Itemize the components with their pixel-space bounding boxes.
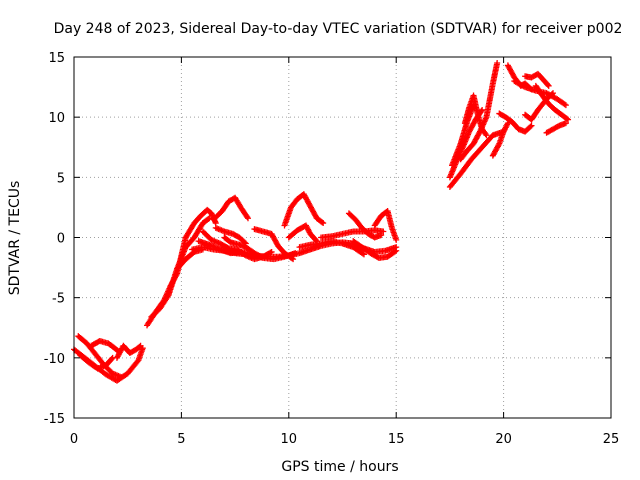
series-track-15: [221, 234, 264, 260]
data-point: [562, 120, 569, 127]
series-track-02: [75, 333, 125, 381]
data-point: [391, 248, 398, 255]
data-point: [288, 255, 295, 262]
data-point: [292, 250, 299, 257]
data-point: [320, 220, 327, 227]
x-tick-label: 10: [281, 432, 298, 447]
data-point: [206, 215, 213, 222]
series-track-09: [182, 206, 219, 241]
y-tick-label: 5: [57, 171, 65, 186]
data-point: [544, 81, 551, 88]
data-point: [565, 116, 572, 123]
data-point: [548, 91, 555, 98]
series-track-07: [148, 246, 206, 320]
data-point: [244, 215, 251, 222]
data-point: [545, 82, 552, 89]
data-point: [205, 216, 212, 223]
series-track-16: [251, 226, 297, 263]
tick-labels: 0 5 10 15 20 25 -15 -10 -5 0 5 10 15: [44, 51, 620, 447]
series-track-36: [543, 120, 569, 136]
data-point: [267, 249, 274, 256]
y-tick-label: -5: [52, 292, 65, 307]
series-track-13: [210, 194, 251, 223]
series-track-30: [496, 110, 535, 135]
data-point: [550, 90, 557, 97]
data-point: [527, 123, 534, 130]
series-track-14: [212, 224, 249, 247]
data-point: [118, 374, 125, 381]
data-points: [71, 60, 572, 384]
series-track-35: [522, 90, 557, 123]
series-track-03: [77, 352, 116, 372]
y-tick-label: -10: [44, 352, 65, 367]
y-tick-label: 10: [48, 111, 65, 126]
series-track-17: [281, 191, 327, 229]
y-axis-title: SDTVAR / TECUs: [7, 181, 23, 296]
data-point: [483, 132, 490, 139]
series-track-29: [489, 120, 511, 159]
data-point: [224, 244, 231, 251]
y-tick-label: 0: [57, 232, 65, 247]
data-point: [319, 219, 326, 226]
data-point: [562, 102, 569, 109]
series-track-27: [457, 60, 501, 163]
data-point: [290, 256, 297, 263]
data-point: [393, 236, 400, 243]
data-point: [479, 106, 486, 113]
data-point: [563, 115, 570, 122]
axis-ticks: [73, 56, 612, 419]
series-track-23: [371, 208, 400, 243]
data-point: [359, 250, 366, 257]
y-tick-label: 15: [48, 51, 65, 66]
x-tick-label: 20: [495, 432, 512, 447]
series-track-20: [318, 227, 387, 241]
series-track-18: [285, 222, 320, 245]
data-point: [378, 232, 385, 239]
x-tick-label: 25: [603, 432, 620, 447]
data-point: [528, 122, 535, 129]
data-point: [360, 251, 367, 258]
data-point: [495, 141, 502, 148]
data-point: [164, 293, 171, 300]
data-point: [380, 228, 387, 235]
data-point: [136, 343, 143, 350]
series-track-19: [296, 238, 367, 258]
data-point: [256, 253, 263, 260]
data-point: [393, 247, 400, 254]
data-point: [257, 253, 264, 260]
series-track-05: [113, 342, 144, 361]
series-track-12: [199, 228, 275, 263]
data-point: [494, 60, 501, 67]
data-point: [137, 342, 144, 349]
y-tick-label: -15: [44, 412, 65, 427]
grid-lines: [74, 57, 611, 418]
x-tick-label: 15: [388, 432, 405, 447]
data-point: [482, 131, 489, 138]
data-point: [561, 101, 568, 108]
series-track-08: [174, 215, 213, 272]
data-point: [268, 248, 275, 255]
x-tick-label: 5: [177, 432, 185, 447]
data-point: [108, 355, 115, 362]
series-track-28: [461, 92, 490, 139]
series-track-21: [345, 210, 385, 241]
data-point: [244, 214, 251, 221]
x-tick-label: 0: [70, 432, 78, 447]
x-axis-title: GPS time / hours: [281, 459, 398, 475]
data-point: [520, 83, 527, 90]
chart-title: Day 248 of 2023, Sidereal Day-to-day VTE…: [54, 21, 623, 37]
series-track-33: [522, 70, 552, 89]
series-track-22: [350, 238, 400, 261]
